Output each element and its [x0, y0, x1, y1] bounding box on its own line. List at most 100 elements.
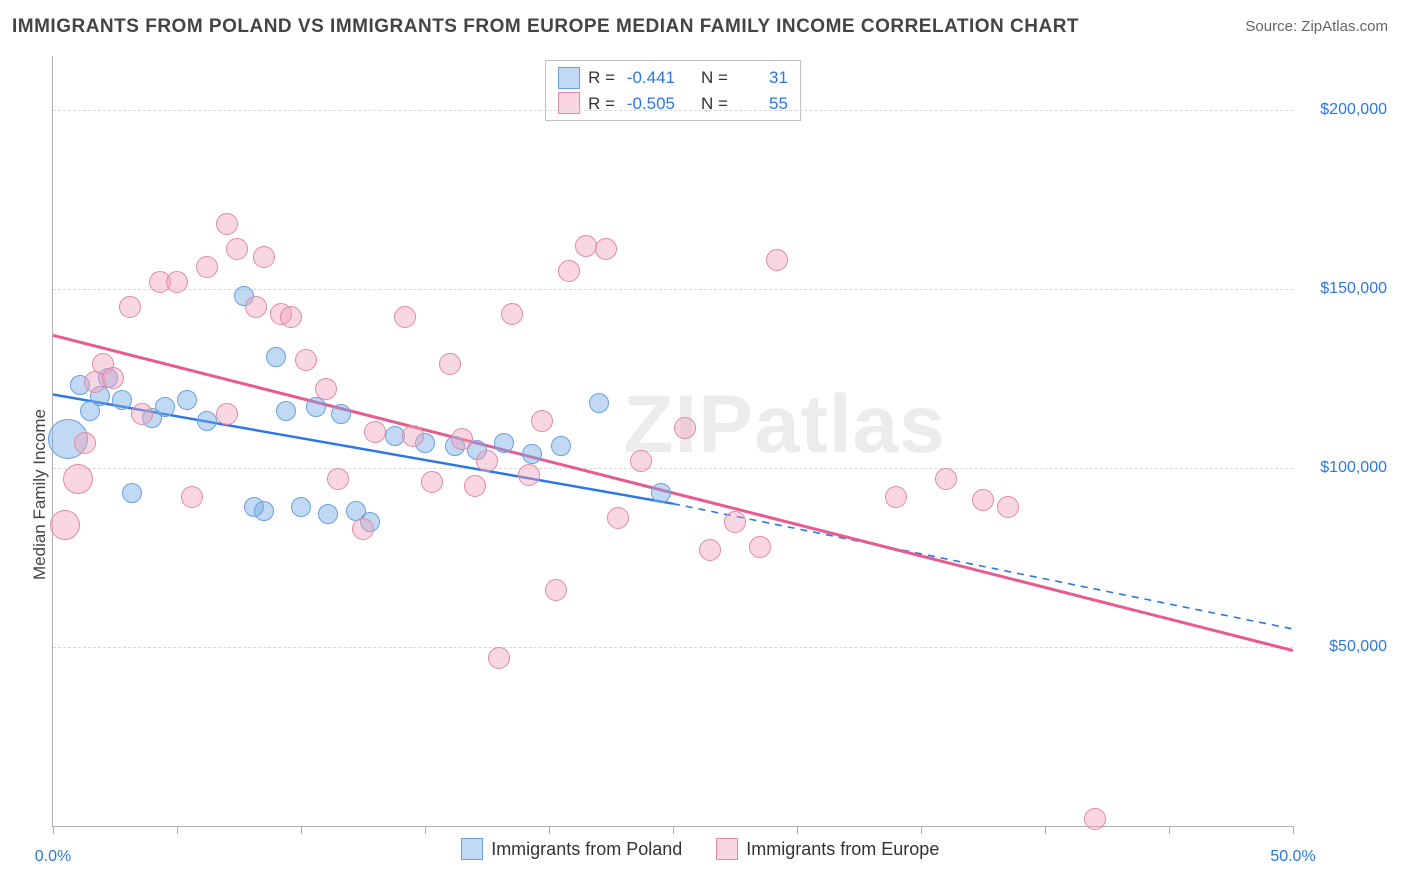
- data-point: [226, 238, 248, 260]
- data-point: [575, 235, 597, 257]
- x-tick: [797, 826, 798, 834]
- data-point: [630, 450, 652, 472]
- correlation-stats-box: R =-0.441N =31R =-0.505N =55: [545, 60, 801, 121]
- data-point: [122, 483, 142, 503]
- y-axis-title: Median Family Income: [30, 409, 50, 580]
- series-legend: Immigrants from Poland Immigrants from Eu…: [461, 838, 939, 860]
- source-link[interactable]: ZipAtlas.com: [1301, 18, 1388, 35]
- data-point: [394, 306, 416, 328]
- legend-label: Immigrants from Poland: [491, 839, 682, 860]
- data-point: [651, 483, 671, 503]
- data-point: [166, 271, 188, 293]
- stat-r-label: R =: [588, 65, 615, 91]
- stat-r-value: -0.505: [623, 91, 675, 117]
- data-point: [119, 296, 141, 318]
- data-point: [518, 464, 540, 486]
- data-point: [253, 246, 275, 268]
- data-point: [545, 579, 567, 601]
- data-point: [50, 510, 80, 540]
- x-tick: [53, 826, 54, 834]
- y-tick-label: $200,000: [1301, 101, 1387, 119]
- x-tick: [549, 826, 550, 834]
- data-point: [488, 647, 510, 669]
- data-point: [197, 411, 217, 431]
- legend-swatch: [461, 838, 483, 860]
- x-tick: [1169, 826, 1170, 834]
- chart-plot-area: ZIPatlas R =-0.441N =31R =-0.505N =55 $5…: [52, 56, 1293, 827]
- x-tick: [1293, 826, 1294, 834]
- data-point: [972, 489, 994, 511]
- legend-item: Immigrants from Poland: [461, 838, 682, 860]
- data-point: [494, 433, 514, 453]
- data-point: [276, 401, 296, 421]
- y-tick-label: $50,000: [1301, 638, 1387, 656]
- data-point: [318, 504, 338, 524]
- data-point: [589, 393, 609, 413]
- trend-line: [53, 335, 1293, 650]
- data-point: [196, 256, 218, 278]
- data-point: [74, 432, 96, 454]
- gridline: [53, 468, 1293, 469]
- data-point: [291, 497, 311, 517]
- trend-lines-layer: [53, 56, 1293, 826]
- data-point: [216, 403, 238, 425]
- source-prefix: Source:: [1245, 18, 1301, 35]
- data-point: [935, 468, 957, 490]
- data-point: [674, 417, 696, 439]
- data-point: [451, 428, 473, 450]
- data-point: [181, 486, 203, 508]
- data-point: [315, 378, 337, 400]
- data-point: [364, 421, 386, 443]
- gridline: [53, 647, 1293, 648]
- data-point: [155, 397, 175, 417]
- x-tick-label: 0.0%: [35, 848, 71, 866]
- data-point: [749, 536, 771, 558]
- stat-n-label: N =: [701, 65, 728, 91]
- stat-n-value: 55: [736, 91, 788, 117]
- y-tick-label: $100,000: [1301, 459, 1387, 477]
- stats-row: R = -0.505 N = 55: [558, 91, 788, 117]
- x-tick: [673, 826, 674, 834]
- x-tick: [301, 826, 302, 834]
- gridline: [53, 110, 1293, 111]
- data-point: [112, 390, 132, 410]
- data-point: [280, 306, 302, 328]
- x-tick: [425, 826, 426, 834]
- data-point: [766, 249, 788, 271]
- data-point: [295, 349, 317, 371]
- legend-swatch: [716, 838, 738, 860]
- data-point: [131, 403, 153, 425]
- data-point: [522, 444, 542, 464]
- data-point: [997, 496, 1019, 518]
- y-tick-label: $150,000: [1301, 280, 1387, 298]
- stat-r-value: -0.441: [623, 65, 675, 91]
- stat-r-label: R =: [588, 91, 615, 117]
- series-swatch: [558, 92, 580, 114]
- data-point: [216, 213, 238, 235]
- data-point: [63, 464, 93, 494]
- data-point: [327, 468, 349, 490]
- x-tick: [1045, 826, 1046, 834]
- data-point: [531, 410, 553, 432]
- data-point: [476, 450, 498, 472]
- data-point: [245, 296, 267, 318]
- data-point: [421, 471, 443, 493]
- data-point: [306, 397, 326, 417]
- watermark: ZIPatlas: [623, 378, 945, 472]
- data-point: [102, 367, 124, 389]
- stat-n-label: N =: [701, 91, 728, 117]
- legend-item: Immigrants from Europe: [716, 838, 939, 860]
- data-point: [402, 425, 424, 447]
- data-point: [352, 518, 374, 540]
- trend-line-extrapolated: [673, 504, 1293, 629]
- data-point: [331, 404, 351, 424]
- data-point: [177, 390, 197, 410]
- chart-title: IMMIGRANTS FROM POLAND VS IMMIGRANTS FRO…: [12, 16, 1079, 38]
- data-point: [254, 501, 274, 521]
- source-attribution: Source: ZipAtlas.com: [1245, 18, 1388, 35]
- x-tick: [177, 826, 178, 834]
- data-point: [607, 507, 629, 529]
- data-point: [464, 475, 486, 497]
- legend-label: Immigrants from Europe: [746, 839, 939, 860]
- data-point: [266, 347, 286, 367]
